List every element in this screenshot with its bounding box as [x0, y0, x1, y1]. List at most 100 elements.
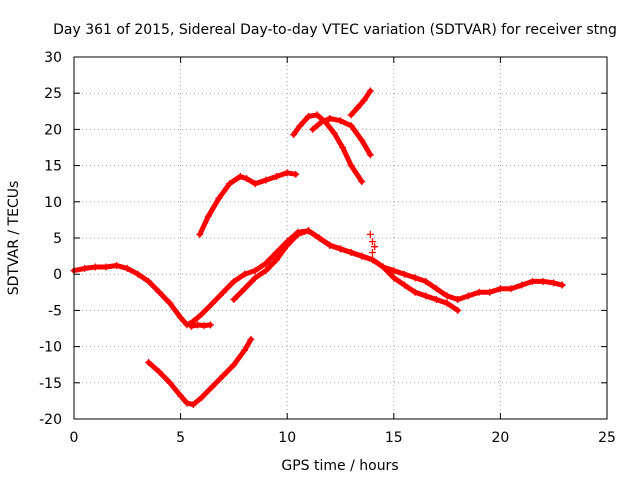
data-point: [347, 122, 355, 130]
data-point: [518, 281, 526, 289]
data-point: [486, 288, 494, 296]
data-point: [475, 288, 483, 296]
data-point: [313, 111, 321, 119]
series-upper-mid-arc: [196, 169, 300, 238]
data-point: [443, 299, 451, 307]
data-point: [155, 368, 163, 376]
y-tick-label: 25: [44, 86, 62, 102]
series-flat-tail: [187, 321, 214, 330]
y-axis-label: SDTVAR / TECUs: [6, 181, 22, 296]
data-point: [296, 122, 304, 130]
series-second-arc: [230, 227, 462, 314]
data-point: [550, 279, 558, 287]
y-tick-label: -10: [39, 340, 62, 356]
data-point: [102, 263, 110, 271]
data-point: [326, 241, 334, 249]
data-point: [432, 285, 440, 293]
data-point: [432, 296, 440, 304]
data-point: [422, 277, 430, 285]
data-point: [292, 170, 300, 178]
data-point: [354, 104, 362, 112]
series-lower-arc: [145, 335, 255, 409]
data-point: [283, 169, 291, 177]
data-point: [390, 267, 398, 275]
data-point: [145, 277, 153, 285]
data-point: [166, 379, 174, 387]
data-point: [358, 178, 366, 186]
data-point: [215, 194, 223, 202]
data-point: [230, 361, 238, 369]
data-point: [422, 292, 430, 300]
data-point: [347, 248, 355, 256]
data-point: [317, 118, 325, 126]
x-tick-label: 15: [385, 430, 403, 446]
data-point: [366, 151, 374, 159]
data-point: [309, 125, 317, 133]
data-point: [305, 227, 313, 235]
x-tick-label: 5: [176, 430, 185, 446]
axes-layer: 0 5 10 15 20 25 -20 -15 -10 -5 0 5 10 15 20 25 30: [39, 50, 616, 446]
series-spikes: [366, 230, 379, 256]
data-point: [200, 322, 208, 330]
data-point: [113, 262, 121, 270]
data-point: [330, 129, 338, 137]
series-peak-arc-b: [309, 115, 374, 159]
y-tick-label: 30: [44, 50, 62, 66]
data-point: [347, 111, 355, 119]
data-point: [204, 212, 212, 220]
x-tick-label: 25: [598, 430, 616, 446]
data-point: [454, 296, 462, 304]
data-point: [177, 314, 185, 322]
data-point: [198, 393, 206, 401]
data-point: [241, 270, 249, 278]
data-point: [368, 238, 376, 246]
data-point: [400, 281, 408, 289]
data-point: [262, 259, 270, 267]
data-point: [347, 162, 355, 170]
data-point: [81, 264, 89, 272]
data-point: [177, 392, 185, 400]
y-tick-label: 5: [53, 231, 62, 247]
data-point: [189, 401, 197, 409]
data-point: [155, 288, 163, 296]
data-layer: [70, 87, 566, 409]
data-point: [206, 321, 214, 329]
data-point: [123, 264, 131, 272]
data-point: [326, 115, 334, 123]
series-band: [348, 88, 373, 118]
plot-frame: [73, 56, 608, 420]
data-point: [243, 175, 251, 183]
data-point: [294, 230, 302, 238]
y-tick-label: 0: [53, 267, 62, 283]
data-point: [183, 399, 191, 407]
data-point: [230, 277, 238, 285]
data-point: [507, 285, 515, 293]
data-point: [187, 322, 195, 330]
y-tick-label: 10: [44, 195, 62, 211]
data-point: [262, 267, 270, 275]
data-point: [166, 299, 174, 307]
data-point: [411, 288, 419, 296]
data-point: [241, 346, 249, 354]
data-point: [464, 292, 472, 300]
data-point: [305, 112, 313, 120]
data-point: [379, 263, 387, 271]
data-point: [496, 285, 504, 293]
data-point: [219, 288, 227, 296]
data-point: [528, 277, 536, 285]
y-tick-label: -5: [48, 303, 62, 319]
data-point: [337, 245, 344, 253]
data-point: [145, 359, 153, 367]
x-tick-label: 10: [278, 430, 296, 446]
data-point: [290, 130, 298, 138]
data-point: [539, 277, 547, 285]
data-point: [273, 256, 281, 264]
series-band: [146, 336, 254, 407]
data-point: [247, 335, 255, 343]
data-point: [368, 256, 376, 264]
y-tick-label: -15: [39, 376, 62, 392]
data-point: [366, 230, 374, 238]
data-point: [198, 310, 206, 318]
data-point: [251, 274, 259, 282]
